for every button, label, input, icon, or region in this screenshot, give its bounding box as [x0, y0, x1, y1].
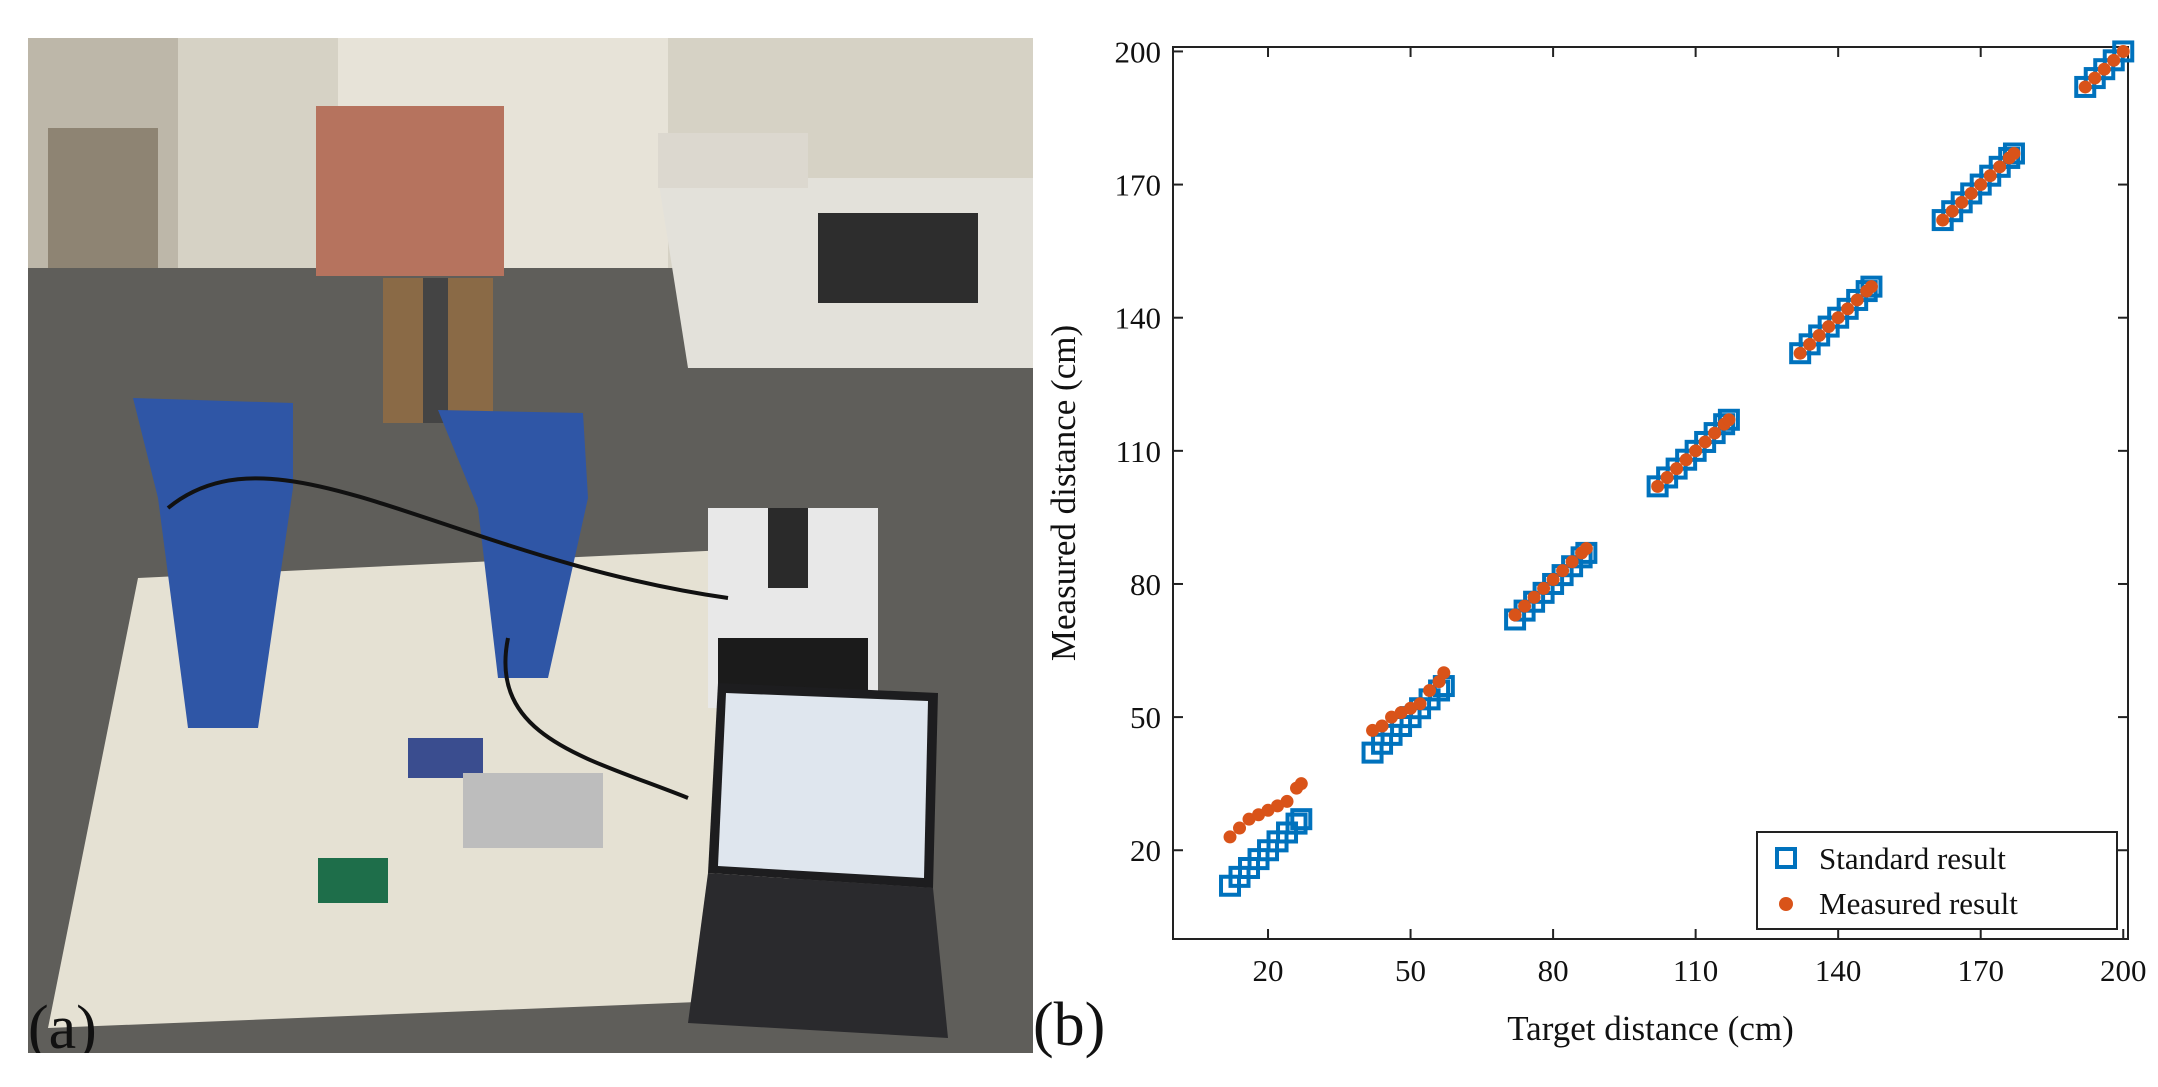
measured-result-point — [1803, 337, 1817, 351]
measured-result-point — [1955, 195, 1969, 209]
measured-result-point — [1689, 444, 1703, 458]
measured-result-point — [1983, 169, 1997, 183]
measured-result-point — [1565, 555, 1579, 569]
legend-measured-marker — [1779, 897, 1793, 911]
legend-standard-marker — [1775, 847, 1797, 869]
measured-result-point — [1527, 590, 1541, 604]
setup-photo: (a) — [28, 38, 1033, 1053]
shelf-items — [48, 128, 158, 268]
cable — [503, 637, 689, 800]
panel-label-b: (b) — [1035, 991, 1105, 1059]
measured-result-point — [1864, 280, 1878, 294]
y-tick-label: 200 — [1115, 34, 1162, 69]
measured-result-point — [1812, 328, 1826, 342]
measured-result-point — [1413, 697, 1427, 711]
measured-result-point — [1936, 213, 1950, 227]
standard-result-point — [2112, 40, 2135, 63]
legend: Standard result Measured result — [1756, 831, 2118, 930]
x-tick-label: 80 — [1538, 953, 1569, 988]
standard-result-point — [1285, 812, 1308, 835]
x-tick-label: 200 — [2100, 953, 2147, 988]
distance-chart: 20 50 80 110 140 170 200 20 50 80 110 140 170 200 Tar… — [1035, 34, 2147, 1059]
target-board-icon — [316, 106, 504, 423]
measured-result-point — [1375, 719, 1389, 733]
measured-result-point — [1708, 426, 1722, 440]
measured-result-point — [1831, 311, 1845, 325]
data-marks — [1219, 40, 2135, 897]
measured-result-point — [1964, 186, 1978, 200]
measured-result-point — [1508, 608, 1522, 622]
power-supply-icon — [708, 508, 878, 708]
measured-result-point — [1660, 470, 1674, 484]
small-cabinet — [658, 133, 808, 188]
y-tick-label: 140 — [1115, 301, 1162, 336]
x-tick-label: 170 — [1957, 953, 2004, 988]
cable — [166, 476, 729, 600]
horn-antenna-icon — [133, 398, 588, 728]
x-tick-label: 110 — [1673, 953, 1718, 988]
measured-result-point — [2097, 62, 2111, 76]
main-table — [48, 548, 798, 1028]
measured-result-point — [1670, 462, 1684, 476]
measured-result-point — [2088, 71, 2102, 85]
measured-result-point — [1850, 293, 1864, 307]
measured-result-point — [1945, 204, 1959, 218]
y-tick-label: 80 — [1130, 567, 1161, 602]
measured-result-point — [1223, 830, 1237, 844]
measured-result-point — [1974, 178, 1988, 192]
measured-result-point — [1537, 581, 1551, 595]
measured-result-point — [2116, 44, 2130, 58]
axis-ticks: 20 50 80 110 140 170 200 20 50 80 110 140 170 200 — [1115, 34, 2147, 988]
x-axis-label: Target distance (cm) — [1507, 1009, 1794, 1048]
measured-result-point — [1698, 435, 1712, 449]
measured-result-point — [1556, 564, 1570, 578]
y-tick-label: 20 — [1130, 833, 1161, 868]
measured-result-point — [1722, 413, 1736, 427]
measured-result-point — [1822, 320, 1836, 334]
measured-result-point — [1518, 599, 1532, 613]
measured-result-point — [2107, 53, 2121, 67]
measured-result-point — [1993, 160, 2007, 174]
measured-result-point — [1294, 777, 1308, 791]
measured-result-point — [2007, 147, 2021, 161]
measured-result-point — [1679, 453, 1693, 467]
measured-result-point — [1280, 794, 1294, 808]
measured-result-point — [1651, 479, 1665, 493]
printer — [818, 213, 978, 303]
x-tick-label: 20 — [1253, 953, 1284, 988]
legend-standard-label: Standard result — [1819, 841, 2006, 876]
panel-label-a: (a) — [28, 994, 97, 1053]
measured-result-point — [1546, 573, 1560, 587]
legend-measured-label: Measured result — [1819, 886, 2018, 921]
y-tick-label: 170 — [1115, 168, 1162, 203]
measured-result-point — [1579, 541, 1593, 555]
measured-result-point — [2078, 80, 2092, 94]
x-tick-label: 50 — [1395, 953, 1426, 988]
measured-result-point — [1437, 666, 1451, 680]
y-tick-label: 110 — [1116, 434, 1161, 469]
measured-result-point — [1233, 821, 1247, 835]
laptop-icon — [688, 683, 948, 1038]
legend-box — [1756, 831, 2118, 930]
x-tick-label: 140 — [1815, 953, 1862, 988]
y-axis-label: Measured distance (cm) — [1044, 325, 1083, 661]
measured-result-point — [1793, 346, 1807, 360]
y-tick-label: 50 — [1130, 700, 1161, 735]
standard-result-point — [1290, 808, 1313, 831]
radar-board-icon — [318, 738, 603, 903]
measured-result-point — [1841, 302, 1855, 316]
measured-result-point — [1423, 683, 1437, 697]
